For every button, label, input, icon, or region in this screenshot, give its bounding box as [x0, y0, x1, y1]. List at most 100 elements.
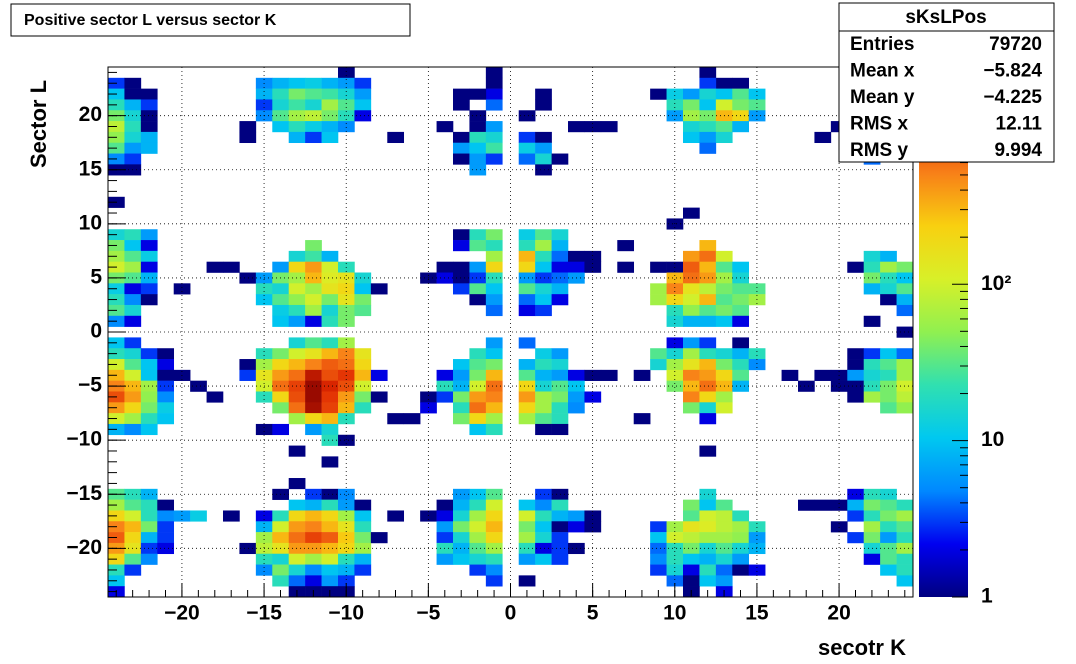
heatmap-cell	[469, 229, 487, 241]
heatmap-cell	[518, 359, 536, 371]
heatmap-cell	[485, 391, 503, 403]
heatmap-cell	[305, 564, 322, 576]
heatmap-cell	[469, 348, 487, 360]
heatmap-cell	[305, 510, 322, 522]
heatmap-cell	[140, 391, 158, 403]
heatmap-cell	[469, 121, 487, 133]
heatmap-cell	[255, 99, 273, 111]
heatmap-cell	[403, 413, 421, 425]
heatmap-cell	[847, 510, 865, 522]
heatmap-cell	[748, 521, 766, 533]
heatmap-cell	[896, 564, 914, 576]
heatmap-cell	[518, 532, 536, 544]
heatmap-cell	[518, 369, 536, 381]
heatmap-cell	[436, 369, 454, 381]
heatmap-cell	[255, 423, 273, 436]
heatmap-cell	[288, 499, 306, 511]
heatmap-cell	[124, 229, 142, 241]
heatmap-cell	[551, 369, 569, 381]
heatmap-cell	[715, 77, 733, 89]
heatmap-cell	[551, 153, 569, 165]
heatmap-cell	[880, 521, 897, 533]
heatmap-cell	[124, 564, 142, 576]
heatmap-cell	[255, 359, 273, 371]
heatmap-cell	[551, 272, 569, 284]
heatmap-cell	[469, 380, 487, 392]
heatmap-cell	[551, 521, 569, 533]
heatmap-cell	[321, 532, 339, 544]
heatmap-cell	[354, 88, 372, 100]
heatmap-cell	[272, 564, 290, 576]
heatmap-cell	[305, 369, 322, 381]
heatmap-cell	[453, 359, 470, 371]
heatmap-cell	[715, 553, 733, 565]
heatmap-cell	[453, 542, 470, 555]
heatmap-cell	[551, 359, 569, 371]
heatmap-cell	[321, 99, 339, 111]
heatmap-cell	[666, 564, 684, 576]
heatmap-cell	[453, 142, 470, 154]
heatmap-cell	[239, 272, 257, 284]
x-tick-label: 15	[745, 602, 769, 625]
heatmap-cell	[518, 110, 536, 122]
heatmap-cell	[157, 532, 175, 544]
heatmap-cell	[436, 261, 454, 273]
heatmap-cell	[485, 413, 503, 425]
heatmap-cell	[650, 88, 667, 100]
heatmap-cell	[469, 564, 487, 576]
heatmap-cell	[863, 510, 881, 522]
heatmap-cell	[699, 131, 717, 144]
heatmap-cell	[321, 110, 339, 122]
heatmap-cell	[699, 337, 717, 349]
heatmap-cell	[124, 315, 142, 327]
heatmap-cell	[715, 250, 733, 262]
heatmap-cell	[453, 488, 470, 500]
heatmap-cell	[683, 402, 700, 414]
heatmap-cell	[305, 488, 322, 500]
heatmap-cell	[305, 250, 322, 262]
z-tick-label: 10	[981, 428, 1004, 451]
heatmap-cell	[650, 553, 667, 565]
chart-title: Positive sector L versus sector K	[24, 12, 277, 29]
heatmap-cell	[535, 348, 552, 360]
stats-label: RMS y	[850, 140, 909, 161]
heatmap-cell	[354, 110, 372, 122]
heatmap-cell	[485, 88, 503, 100]
heatmap-cell	[272, 88, 290, 100]
heatmap-cell	[321, 77, 339, 89]
heatmap-cell	[354, 510, 372, 522]
heatmap-cell	[568, 250, 585, 262]
heatmap-cell	[568, 510, 585, 522]
heatmap-cell	[485, 542, 503, 555]
heatmap-cell	[272, 553, 290, 565]
heatmap-cell	[305, 315, 322, 327]
heatmap-cell	[485, 423, 503, 436]
heatmap-cell	[305, 304, 322, 317]
heatmap-cell	[715, 304, 733, 317]
heatmap-cell	[140, 131, 158, 144]
heatmap-cell	[617, 240, 635, 252]
heatmap-cell	[321, 402, 339, 414]
heatmap-cell	[699, 553, 717, 565]
heatmap-cell	[814, 499, 832, 511]
heatmap-cell	[683, 359, 700, 371]
heatmap-cell	[305, 294, 322, 306]
heatmap-cell	[535, 153, 552, 165]
heatmap-cell	[699, 413, 717, 425]
y-tick-label: 15	[79, 157, 103, 180]
x-tick-label: −15	[246, 602, 282, 625]
heatmap-cell	[469, 521, 487, 533]
heatmap-cell	[453, 532, 470, 544]
x-tick-label: −5	[416, 602, 440, 625]
heatmap-cell	[715, 510, 733, 522]
heatmap-cell	[551, 488, 569, 500]
heatmap-cell	[321, 434, 339, 446]
heatmap-cell	[650, 521, 667, 533]
heatmap-cell	[715, 131, 733, 144]
heatmap-cell	[288, 553, 306, 565]
heatmap-cell	[715, 391, 733, 403]
heatmap-cell	[338, 337, 355, 349]
heatmap-cell	[453, 369, 470, 381]
heatmap-cell	[683, 88, 700, 100]
heatmap-cell	[485, 488, 503, 500]
